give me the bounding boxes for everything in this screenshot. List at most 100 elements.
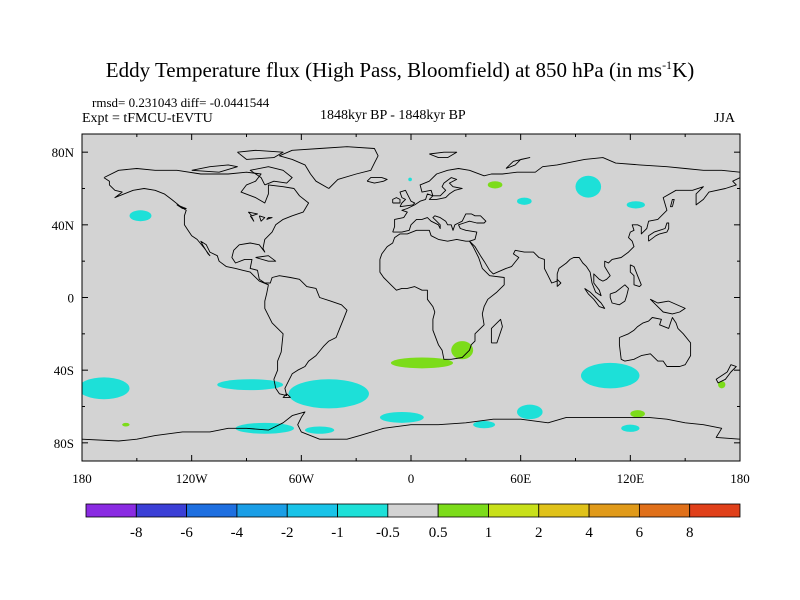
coastline: [191, 164, 238, 173]
colorbar-label: -8: [130, 525, 143, 541]
coastline: [82, 411, 740, 442]
coastline: [249, 166, 293, 186]
coastline: [255, 255, 277, 262]
coastline: [249, 215, 255, 222]
anomaly-region: [621, 424, 640, 432]
coastlines: [82, 146, 740, 442]
colorbar-label: 6: [636, 525, 644, 541]
coastline: [505, 157, 531, 169]
lon-tick-label: 180: [72, 471, 92, 486]
lat-tick-label: 40S: [54, 363, 74, 378]
anomaly-region: [379, 411, 424, 423]
colorbar-label: -0.5: [376, 525, 400, 541]
colorbar-label: 8: [686, 525, 694, 541]
anomaly-region: [304, 426, 335, 434]
colorbar-label: -4: [231, 525, 244, 541]
colorbar-label: 2: [535, 525, 543, 541]
lon-tick-label: 180: [730, 471, 750, 486]
anomaly-fills: [82, 175, 726, 434]
experiment-label: Expt = tFMCU-tEVTU: [82, 111, 213, 126]
lon-tick-label: 60W: [289, 471, 315, 486]
lon-tick-label: 60E: [510, 471, 531, 486]
coastline: [366, 177, 388, 184]
coastline: [237, 149, 284, 160]
coastline: [399, 189, 416, 208]
colorbar-swatch: [135, 503, 188, 518]
coastline: [282, 393, 291, 398]
title-main: Eddy Temperature flux (High Pass, Bloomf…: [105, 58, 663, 82]
coastline: [392, 197, 401, 204]
coastline: [103, 168, 348, 397]
plot-title: Eddy Temperature flux (High Pass, Bloomf…: [0, 58, 800, 83]
anomaly-region: [390, 357, 454, 369]
coastline: [649, 298, 686, 315]
coastline: [176, 204, 187, 209]
lat-tick-label: 80S: [54, 436, 74, 451]
lat-tick-label: 40N: [52, 218, 75, 233]
period-label: 1848kyr BP - 1848kyr BP: [320, 108, 466, 123]
coastline: [392, 157, 740, 233]
colorbar-swatch: [236, 503, 288, 518]
colorbar-swatch: [488, 503, 540, 518]
colorbar-swatch: [85, 503, 137, 518]
anomaly-region: [288, 379, 369, 409]
anomaly-region: [517, 197, 532, 205]
title-superscript: -1: [662, 58, 673, 72]
anomaly-region: [408, 177, 412, 182]
coastline: [278, 146, 379, 189]
coastline: [258, 215, 266, 222]
colorbar-swatch: [286, 503, 338, 518]
anomaly-region: [129, 210, 152, 222]
colorbar-swatch: [387, 503, 439, 518]
lon-tick-label: 120W: [176, 471, 209, 486]
anomaly-region: [235, 422, 295, 434]
rmsd-diff-stats: rmsd= 0.231043 diff= -0.0441544: [92, 95, 270, 110]
season-label: JJA: [714, 111, 736, 126]
colorbar-label: -1: [331, 525, 344, 541]
colorbar-swatch: [337, 503, 389, 518]
anomaly-region: [575, 175, 602, 198]
anomaly-region: [82, 377, 130, 400]
anomaly-region: [451, 341, 474, 360]
coastline: [618, 317, 692, 367]
colorbar-swatch: [186, 503, 238, 518]
coastline: [490, 318, 503, 344]
colorbar: -8 -6 -4 -2 -1 -0.5 0.5 1 2 4 6 8: [85, 503, 741, 541]
anomaly-region: [122, 422, 130, 427]
anomaly-region: [718, 381, 726, 389]
anomaly-region: [580, 362, 640, 389]
colorbar-label: 4: [585, 525, 593, 541]
coastline: [429, 151, 458, 159]
colorbar-swatch: [638, 503, 691, 518]
anomaly-region: [630, 410, 645, 418]
colorbar-swatch: [437, 503, 489, 518]
colorbar-label: -2: [281, 525, 294, 541]
anomaly-region: [626, 201, 645, 209]
lat-tick-label: 80N: [52, 145, 75, 160]
axis-ticks: 80N 40N 0 40S 80S 180 120W 60W 0 60E 120E 180: [52, 134, 750, 486]
anomaly-region: [487, 181, 503, 189]
coastline: [629, 264, 642, 288]
anomaly-region: [217, 379, 284, 391]
anomaly-region: [473, 421, 496, 429]
map-background: [82, 134, 740, 461]
colorbar-swatch: [538, 503, 590, 518]
colorbar-label: 1: [485, 525, 493, 541]
colorbar-swatch: [588, 503, 640, 518]
coastline: [648, 222, 670, 242]
colorbar-label: -6: [180, 525, 193, 541]
lat-tick-label: 0: [68, 291, 75, 306]
lon-tick-label: 0: [408, 471, 415, 486]
coastline: [609, 284, 629, 306]
anomaly-region: [517, 404, 543, 420]
title-suffix: K): [672, 58, 695, 82]
lon-tick-label: 120E: [617, 471, 645, 486]
coastline: [556, 278, 562, 287]
coastline: [379, 229, 505, 360]
coastline: [584, 288, 606, 309]
coastline: [247, 211, 258, 217]
coastline: [670, 198, 675, 208]
colorbar-swatch: [689, 503, 741, 518]
coastline: [715, 364, 737, 384]
